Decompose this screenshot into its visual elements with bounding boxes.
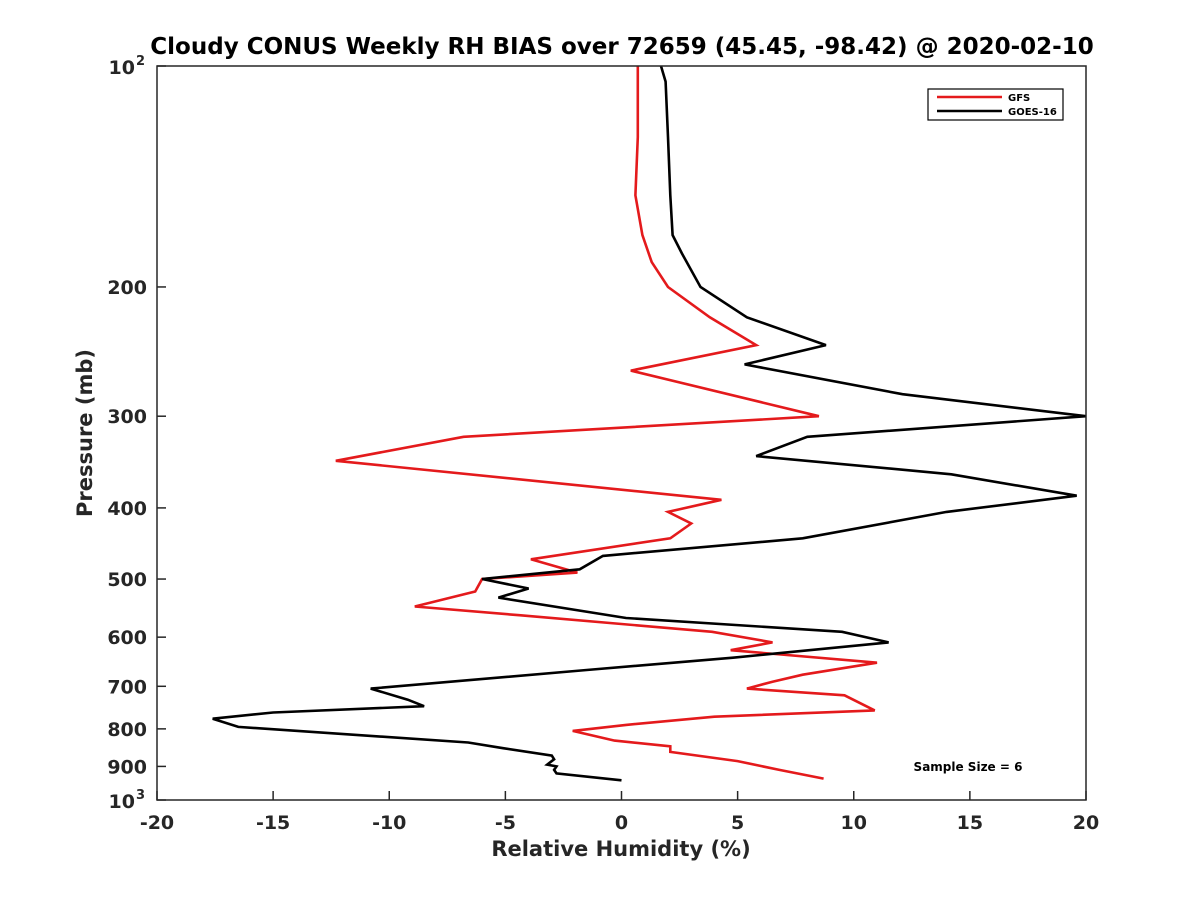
legend: GFS GOES-16: [927, 88, 1064, 121]
y-tick-label: 800: [107, 719, 147, 741]
x-tick-label: 15: [957, 812, 983, 834]
y-tick-label: 700: [107, 676, 147, 698]
x-tick-label: -5: [495, 812, 516, 834]
chart-title: Cloudy CONUS Weekly RH BIAS over 72659 (…: [150, 34, 1093, 60]
axes-box: [156, 65, 1087, 801]
x-axis-label: Relative Humidity (%): [491, 837, 750, 861]
legend-box: [927, 88, 1064, 121]
series-layer: [212, 65, 1087, 782]
y-tick-label: 500: [107, 569, 147, 591]
x-tick-label: 5: [731, 812, 744, 834]
series-line-gfs: [335, 66, 878, 780]
y-tick-label-exponent: 3: [136, 788, 145, 803]
y-axis-label: Pressure (mb): [73, 349, 97, 517]
sample-size-annotation: Sample Size = 6: [914, 760, 1023, 774]
y-tick-label: 900: [107, 756, 147, 778]
x-tick-label: 20: [1073, 812, 1099, 834]
legend-label-gfs: GFS: [1008, 93, 1030, 104]
y-tick-label-base: 10: [109, 57, 135, 79]
x-tick-label: -10: [372, 812, 406, 834]
legend-label-goes16: GOES-16: [1008, 107, 1057, 118]
x-tick-label: -15: [256, 812, 290, 834]
y-tick-label: 200: [107, 277, 147, 299]
x-tick-label: 10: [841, 812, 867, 834]
x-tick-label: -20: [140, 812, 174, 834]
y-tick-label: 600: [107, 627, 147, 649]
y-tick-label: 400: [107, 498, 147, 520]
y-tick-label-exponent: 2: [136, 54, 145, 69]
series-line-goes-16: [212, 65, 1087, 782]
y-tick-label: 300: [107, 406, 147, 428]
x-tick-label: 0: [615, 812, 628, 834]
y-tick-label-base: 10: [109, 791, 135, 813]
